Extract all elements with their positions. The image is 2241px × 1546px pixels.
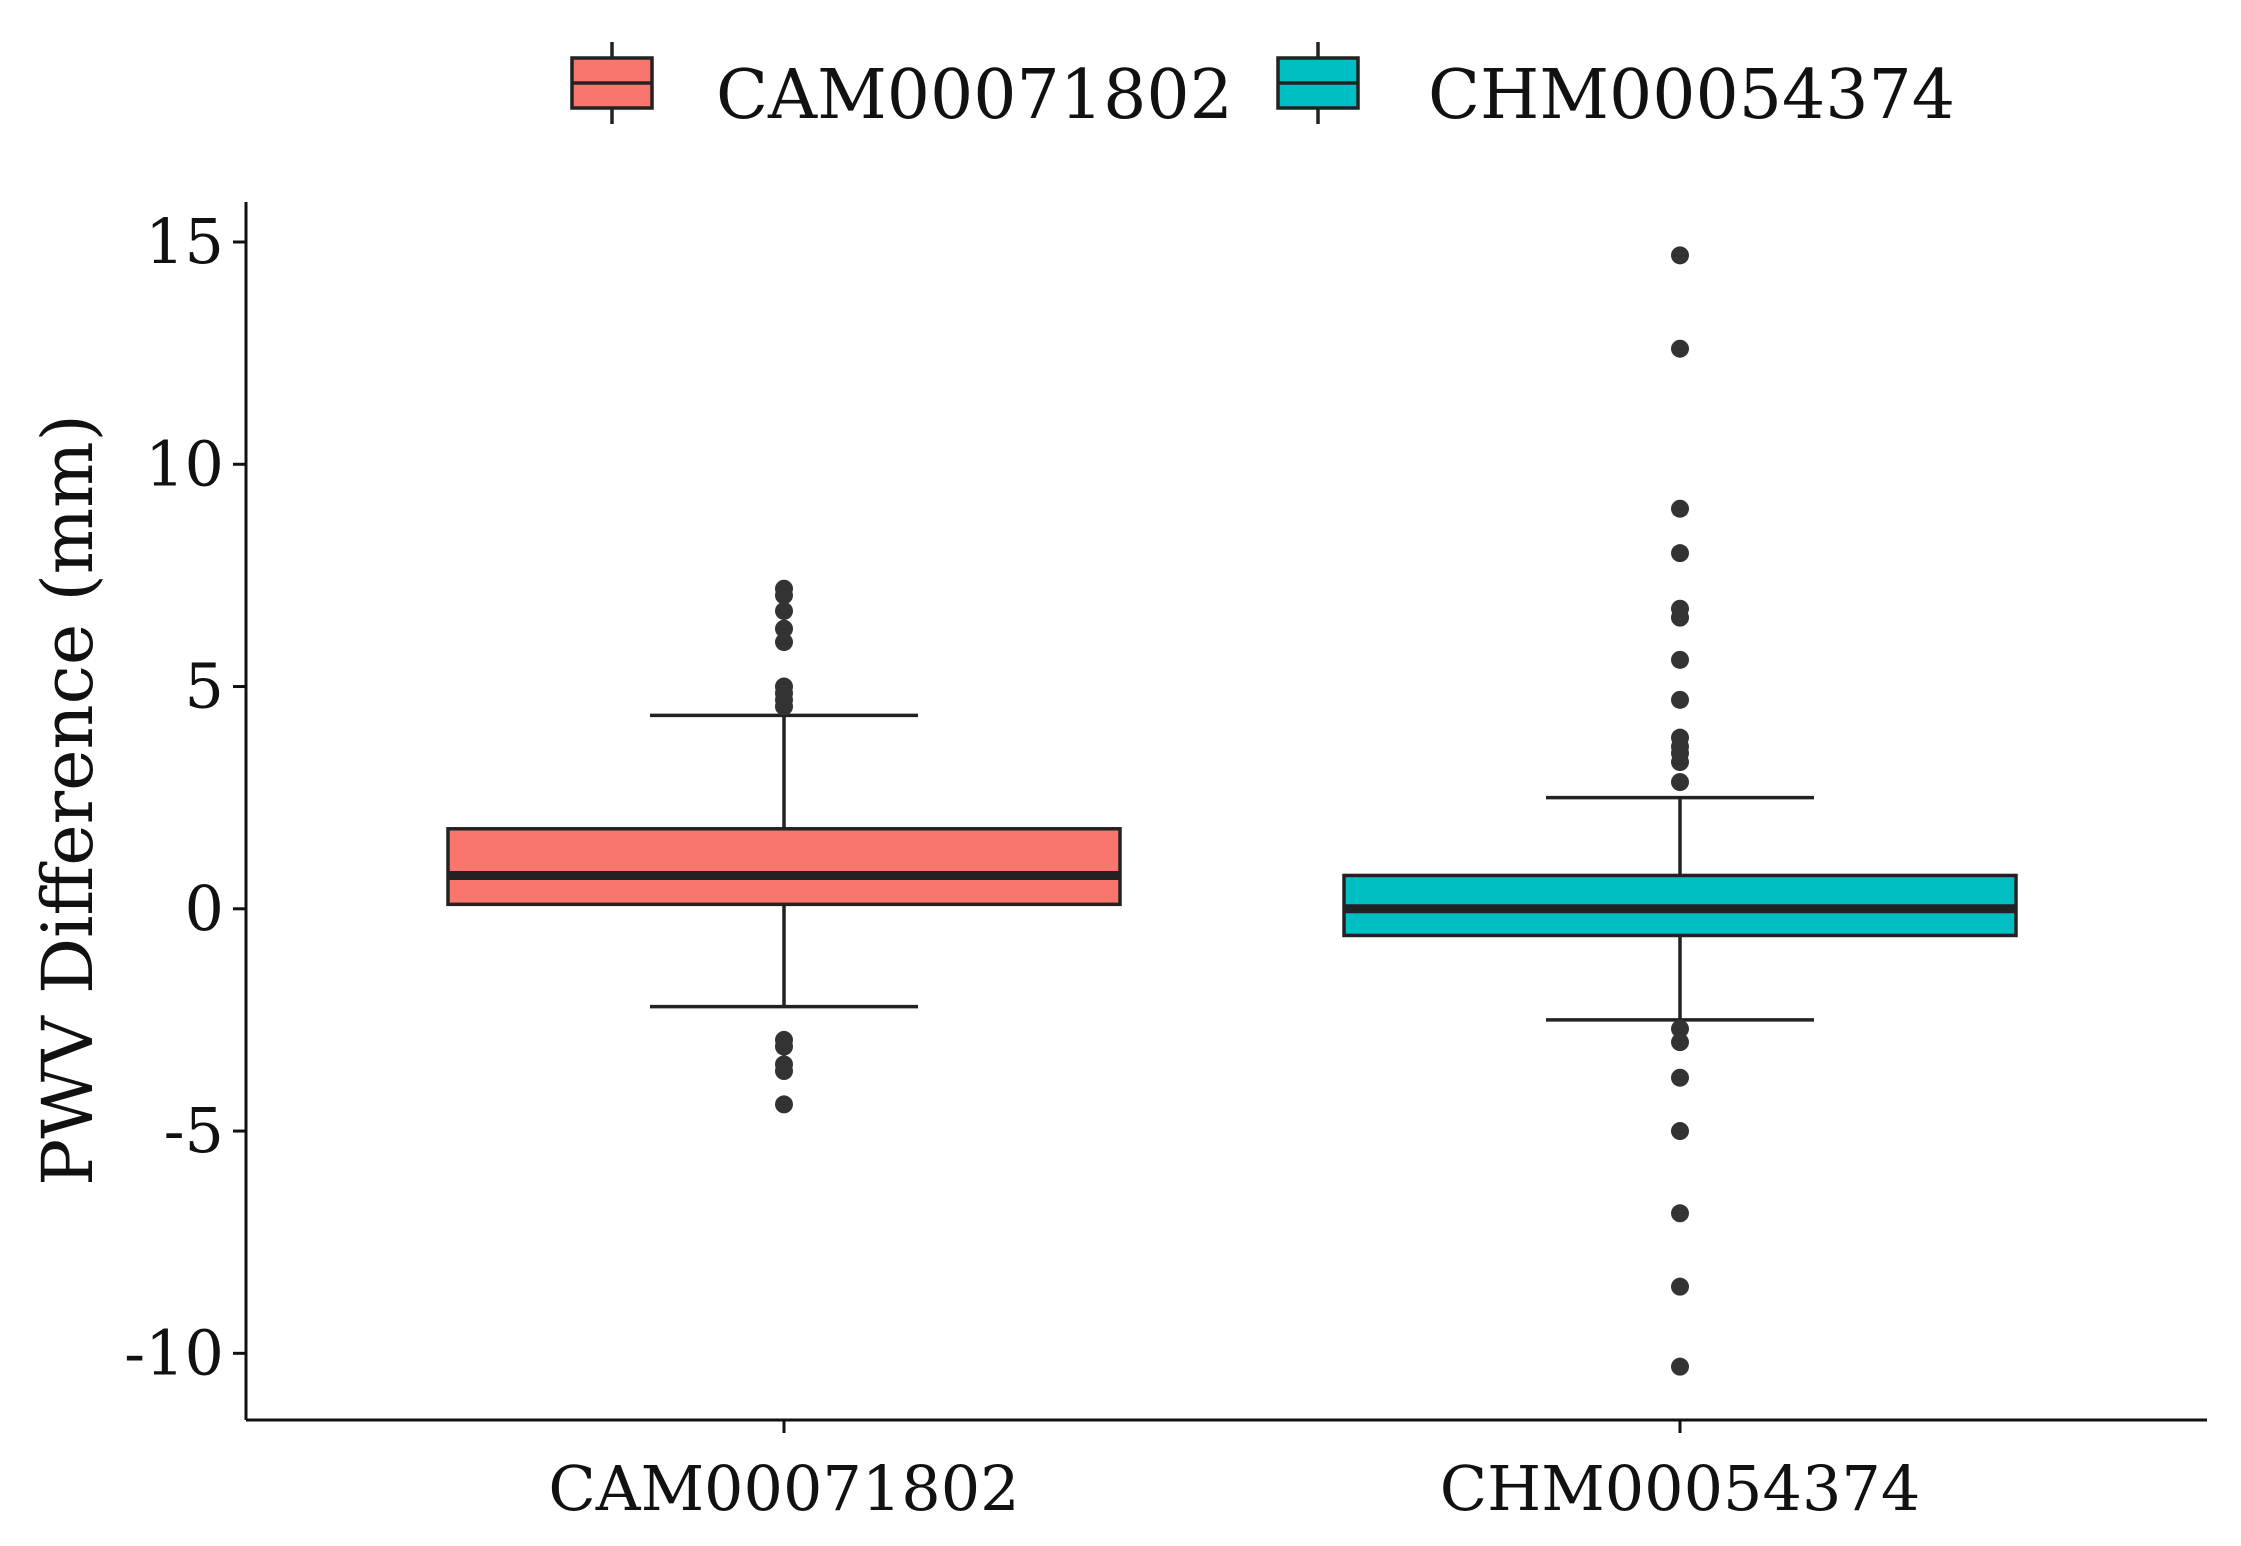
y-tick-label: -10 xyxy=(124,1316,224,1389)
outlier-point xyxy=(775,1095,793,1114)
legend-label-chm: CHM00054374 xyxy=(1428,56,1955,135)
x-tick-label: CHM00054374 xyxy=(1440,1452,1921,1525)
outlier-point xyxy=(1671,650,1689,669)
outlier-point xyxy=(1671,1277,1689,1296)
outlier-point xyxy=(1671,1204,1689,1223)
outlier-point xyxy=(775,619,793,638)
outlier-point xyxy=(775,601,793,620)
x-ticks: CAM00071802 CHM00054374 xyxy=(548,1420,1920,1525)
y-tick-label: 10 xyxy=(145,427,224,500)
y-ticks: 15 10 5 0 -5 -10 xyxy=(124,205,246,1389)
legend: CAM00071802 CHM00054374 xyxy=(570,42,1955,135)
outlier-point xyxy=(775,586,793,605)
outlier-point xyxy=(1671,773,1689,792)
outlier-point xyxy=(1671,1033,1689,1052)
outlier-point xyxy=(1671,1122,1689,1141)
box-iqr xyxy=(446,827,1122,907)
x-tick-label: CAM00071802 xyxy=(548,1452,1019,1525)
legend-item-chm: CHM00054374 xyxy=(1276,42,1955,135)
legend-item-cam: CAM00071802 xyxy=(570,42,1233,135)
outlier-point xyxy=(1671,690,1689,709)
outlier-point xyxy=(1671,753,1689,772)
outlier-point xyxy=(1671,1357,1689,1376)
y-axis-label: PWV Difference (mm) xyxy=(27,414,109,1186)
outlier-point xyxy=(775,1062,793,1081)
box-group xyxy=(1342,246,2018,1376)
y-tick-label: 5 xyxy=(185,650,224,723)
outlier-point xyxy=(1671,608,1689,627)
outlier-point xyxy=(775,633,793,652)
y-tick-label: 0 xyxy=(185,872,224,945)
outlier-point xyxy=(1671,544,1689,563)
outlier-point xyxy=(1671,246,1689,265)
y-tick-label: 15 xyxy=(145,205,224,278)
outlier-point xyxy=(1671,499,1689,518)
outlier-point xyxy=(1671,1068,1689,1087)
y-tick-label: -5 xyxy=(164,1094,224,1167)
outlier-point xyxy=(1671,339,1689,358)
box-group xyxy=(446,579,1122,1114)
outlier-point xyxy=(1671,1019,1689,1038)
boxes xyxy=(446,246,2018,1376)
outlier-point xyxy=(775,1037,793,1056)
outlier-point xyxy=(775,697,793,716)
legend-label-cam: CAM00071802 xyxy=(716,56,1233,135)
